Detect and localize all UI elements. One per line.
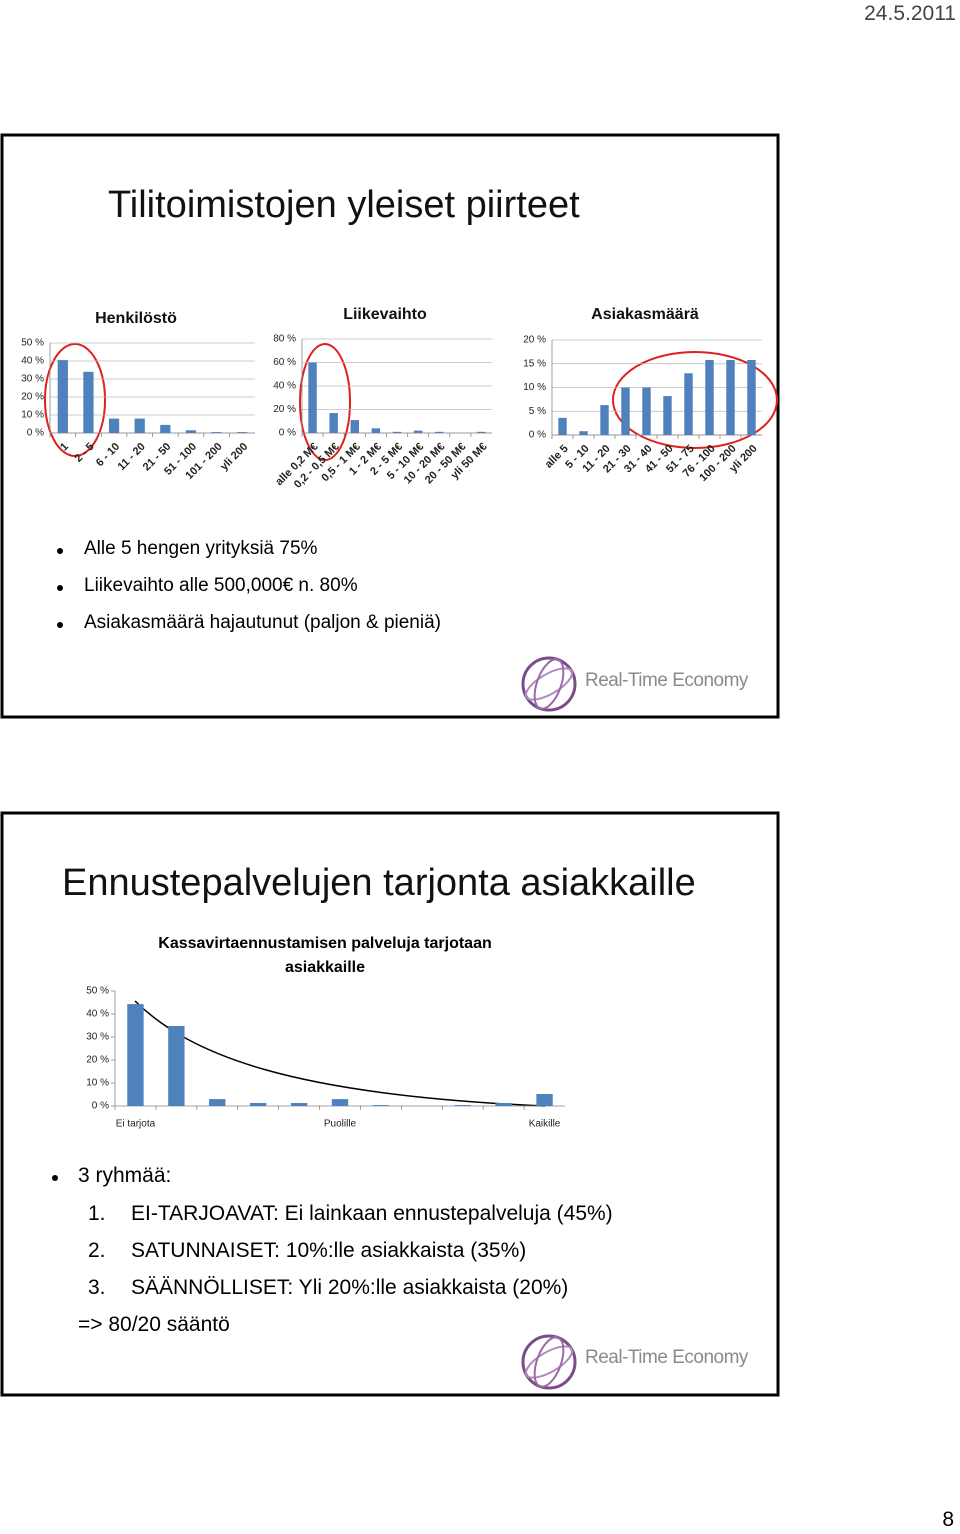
bar [237, 432, 248, 433]
bullet-dot [57, 622, 63, 628]
y-tick-label: 15 % [523, 358, 546, 369]
y-tick-label: 0 % [27, 428, 44, 439]
bullet-dot [57, 585, 63, 591]
y-tick-label: 20 % [21, 392, 44, 403]
y-tick-label: 20 % [86, 1055, 109, 1066]
bar [250, 1103, 267, 1106]
bar [435, 431, 444, 433]
y-tick-label: 30 % [86, 1032, 109, 1043]
bullet-dot [52, 1175, 58, 1181]
bar [290, 1103, 308, 1106]
bar [350, 420, 359, 433]
bar [329, 413, 338, 433]
list-number: 3. [88, 1276, 106, 1299]
bar [454, 1105, 471, 1106]
highlight-ellipse [44, 343, 106, 457]
bullet: Liikevaihto alle 500,000€ n. 80% [84, 575, 358, 596]
bullet: Asiakasmäärä hajautunut (paljon & pieniä… [84, 612, 441, 633]
bar [747, 359, 756, 435]
bar [495, 1103, 512, 1106]
bar [684, 373, 693, 435]
highlight-ellipse [299, 343, 351, 461]
bar [705, 359, 714, 435]
bar [211, 432, 222, 433]
y-tick-label: 0 % [92, 1101, 109, 1112]
chart-title: Kassavirtaennustamisen palveluja tarjota… [158, 935, 492, 976]
y-tick-label: 30 % [21, 374, 44, 385]
bar [663, 396, 672, 435]
y-tick-label: 20 % [273, 404, 296, 415]
y-tick-label: 40 % [21, 356, 44, 367]
bar [413, 430, 423, 433]
y-tick-label: 40 % [86, 1009, 109, 1020]
x-tick-label: Puolille [324, 1119, 357, 1130]
bar [308, 362, 317, 433]
list-number: 2. [88, 1239, 106, 1262]
highlight-ellipse [612, 351, 778, 449]
bar [558, 417, 567, 435]
y-tick-label: 5 % [529, 406, 546, 417]
bar [579, 431, 588, 435]
list-text: SÄÄNNÖLLISET: Yli 20%:lle asiakkaista (2… [131, 1276, 569, 1299]
logo-mark [521, 656, 577, 712]
bar [392, 431, 402, 433]
y-tick-label: 0 % [529, 430, 546, 441]
bullet-dot [57, 548, 63, 554]
chart-title: Asiakasmäärä [591, 306, 699, 323]
y-tick-label: 20 % [523, 335, 546, 346]
logo-text: Real-Time Economy [585, 1347, 749, 1368]
bar [57, 360, 68, 433]
list-number: 1. [88, 1202, 106, 1225]
chart-title: Henkilöstö [95, 310, 177, 327]
bar [134, 418, 145, 433]
bar [209, 1099, 226, 1106]
bar [477, 431, 486, 433]
bar [372, 1105, 390, 1106]
y-tick-label: 40 % [273, 381, 296, 392]
bullet: 3 ryhmää: [78, 1164, 172, 1187]
bar [127, 1004, 144, 1106]
y-tick-label: 10 % [523, 382, 546, 393]
bar [371, 428, 381, 433]
bar [160, 424, 171, 433]
bar [83, 371, 94, 433]
list-text: EI-TARJOAVAT: Ei lainkaan ennustepalvelu… [131, 1202, 613, 1225]
conclusion: => 80/20 sääntö [78, 1313, 230, 1336]
bar [185, 430, 197, 433]
y-tick-label: 10 % [21, 410, 44, 421]
bar [108, 418, 120, 433]
chart-title: Liikevaihto [343, 306, 427, 323]
slide-title: Tilitoimistojen yleiset piirteet [108, 184, 580, 226]
bullet: Alle 5 hengen yrityksiä 75% [84, 538, 318, 559]
bar [536, 1094, 553, 1106]
y-tick-label: 60 % [273, 357, 296, 368]
y-tick-label: 10 % [86, 1078, 109, 1089]
y-tick-label: 0 % [279, 428, 296, 439]
x-tick-label: Kaikille [529, 1119, 561, 1130]
logo-mark [521, 1334, 577, 1390]
date: 24.5.2011 [864, 2, 956, 25]
logo-text: Real-Time Economy [585, 670, 749, 691]
slide-title: Ennustepalvelujen tarjonta asiakkaille [62, 862, 696, 904]
bar [600, 405, 609, 435]
bar [726, 359, 735, 435]
list-text: SATUNNAISET: 10%:lle asiakkaista (35%) [131, 1239, 527, 1262]
bar [642, 387, 651, 435]
x-tick-label: Ei tarjota [116, 1119, 156, 1130]
bar [168, 1025, 185, 1106]
bar [621, 387, 630, 435]
bar [331, 1099, 349, 1106]
y-tick-label: 50 % [86, 986, 109, 997]
y-tick-label: 50 % [21, 338, 44, 349]
page-number: 8 [942, 1508, 954, 1531]
y-tick-label: 80 % [273, 334, 296, 345]
trend-line [134, 1000, 546, 1107]
